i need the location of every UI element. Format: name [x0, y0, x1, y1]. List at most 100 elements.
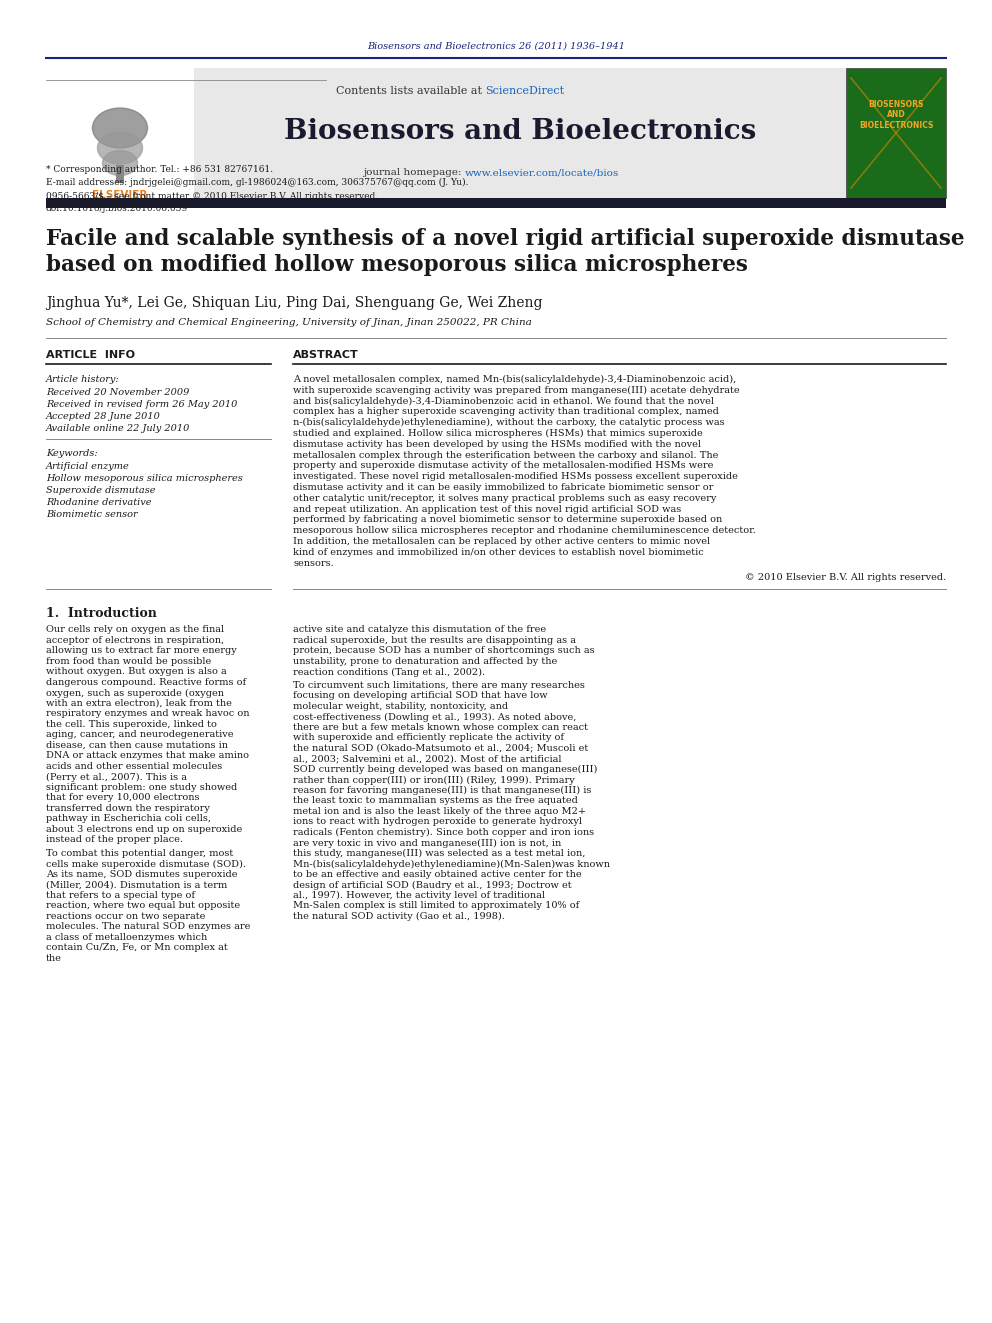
Text: molecules. The natural SOD enzymes are: molecules. The natural SOD enzymes are [46, 922, 250, 931]
Text: SOD currently being developed was based on manganese(III): SOD currently being developed was based … [293, 765, 597, 774]
Text: Contents lists available at: Contents lists available at [335, 86, 485, 97]
Text: respiratory enzymes and wreak havoc on: respiratory enzymes and wreak havoc on [46, 709, 250, 718]
Ellipse shape [97, 132, 143, 164]
Text: Accepted 28 June 2010: Accepted 28 June 2010 [46, 411, 161, 421]
Text: complex has a higher superoxide scavenging activity than traditional complex, na: complex has a higher superoxide scavengi… [293, 407, 719, 417]
Text: (Perry et al., 2007). This is a: (Perry et al., 2007). This is a [46, 773, 187, 782]
Text: dismutase activity and it can be easily immobilized to fabricate biomimetic sens: dismutase activity and it can be easily … [293, 483, 713, 492]
Text: In addition, the metallosalen can be replaced by other active centers to mimic n: In addition, the metallosalen can be rep… [293, 537, 710, 546]
Text: © 2010 Elsevier B.V. All rights reserved.: © 2010 Elsevier B.V. All rights reserved… [745, 573, 946, 582]
Ellipse shape [102, 151, 138, 176]
Text: As its name, SOD dismutes superoxide: As its name, SOD dismutes superoxide [46, 871, 237, 878]
Text: acids and other essential molecules: acids and other essential molecules [46, 762, 222, 771]
Text: Mn-Salen complex is still limited to approximately 10% of: Mn-Salen complex is still limited to app… [293, 901, 579, 910]
Text: active site and catalyze this dismutation of the free: active site and catalyze this dismutatio… [293, 626, 547, 635]
Text: sensors.: sensors. [293, 558, 333, 568]
Text: to be an effective and easily obtained active center for the: to be an effective and easily obtained a… [293, 871, 581, 878]
Text: a class of metalloenzymes which: a class of metalloenzymes which [46, 933, 207, 942]
Text: 0956-5663/$ – see front matter © 2010 Elsevier B.V. All rights reserved.: 0956-5663/$ – see front matter © 2010 El… [46, 192, 378, 201]
Text: allowing us to extract far more energy: allowing us to extract far more energy [46, 647, 237, 655]
Text: radical superoxide, but the results are disappointing as a: radical superoxide, but the results are … [293, 636, 576, 644]
Text: the natural SOD activity (Gao et al., 1998).: the natural SOD activity (Gao et al., 19… [293, 912, 505, 921]
Text: focusing on developing artificial SOD that have low: focusing on developing artificial SOD th… [293, 692, 548, 700]
Text: are very toxic in vivo and manganese(III) ion is not, in: are very toxic in vivo and manganese(III… [293, 839, 561, 848]
Text: A novel metallosalen complex, named Mn-(bis(salicylaldehyde)-3,4-Diaminobenzoic : A novel metallosalen complex, named Mn-(… [293, 374, 736, 384]
Text: the natural SOD (Okado-Matsumoto et al., 2004; Muscoli et: the natural SOD (Okado-Matsumoto et al.,… [293, 744, 588, 753]
Text: Mn-(bis(salicylaldehyde)ethylenediamine)(Mn-Salen)was known: Mn-(bis(salicylaldehyde)ethylenediamine)… [293, 860, 610, 868]
Text: this study, manganese(III) was selected as a test metal ion,: this study, manganese(III) was selected … [293, 849, 585, 859]
Text: radicals (Fenton chemistry). Since both copper and iron ions: radicals (Fenton chemistry). Since both … [293, 828, 594, 837]
Text: reaction conditions (Tang et al., 2002).: reaction conditions (Tang et al., 2002). [293, 667, 485, 676]
Text: ARTICLE  INFO: ARTICLE INFO [46, 351, 135, 360]
Text: Hollow mesoporous silica microspheres: Hollow mesoporous silica microspheres [46, 474, 243, 483]
Text: molecular weight, stability, nontoxicity, and: molecular weight, stability, nontoxicity… [293, 703, 508, 710]
Text: studied and explained. Hollow silica microspheres (HSMs) that mimics superoxide: studied and explained. Hollow silica mic… [293, 429, 702, 438]
Text: al., 1997). However, the activity level of traditional: al., 1997). However, the activity level … [293, 890, 545, 900]
Text: Keywords:: Keywords: [46, 448, 97, 458]
Text: n-(bis(salicylaldehyde)ethylenediamine), without the carboxy, the catalytic proc: n-(bis(salicylaldehyde)ethylenediamine),… [293, 418, 724, 427]
Text: Rhodanine derivative: Rhodanine derivative [46, 497, 152, 507]
Text: reason for favoring manganese(III) is that manganese(III) is: reason for favoring manganese(III) is th… [293, 786, 591, 795]
Text: the cell. This superoxide, linked to: the cell. This superoxide, linked to [46, 720, 217, 729]
Text: pathway in Escherichia coli cells,: pathway in Escherichia coli cells, [46, 815, 211, 823]
Text: Our cells rely on oxygen as the final: Our cells rely on oxygen as the final [46, 626, 224, 635]
Text: oxygen, such as superoxide (oxygen: oxygen, such as superoxide (oxygen [46, 688, 224, 697]
Text: unstability, prone to denaturation and affected by the: unstability, prone to denaturation and a… [293, 658, 558, 665]
Text: that for every 10,000 electrons: that for every 10,000 electrons [46, 794, 199, 803]
Text: without oxygen. But oxygen is also a: without oxygen. But oxygen is also a [46, 667, 227, 676]
Text: BIOSENSORS
AND
BIOELECTRONICS: BIOSENSORS AND BIOELECTRONICS [859, 101, 933, 130]
Text: al., 2003; Salvemini et al., 2002). Most of the artificial: al., 2003; Salvemini et al., 2002). Most… [293, 754, 561, 763]
Text: there are but a few metals known whose complex can react: there are but a few metals known whose c… [293, 722, 588, 732]
Text: School of Chemistry and Chemical Engineering, University of Jinan, Jinan 250022,: School of Chemistry and Chemical Enginee… [46, 318, 532, 327]
Text: and bis(salicylaldehyde)-3,4-Diaminobenzoic acid in ethanol. We found that the n: and bis(salicylaldehyde)-3,4-Diaminobenz… [293, 397, 714, 406]
Text: Facile and scalable synthesis of a novel rigid artificial superoxide dismutase: Facile and scalable synthesis of a novel… [46, 228, 964, 250]
Bar [846, 67, 946, 198]
Text: kind of enzymes and immobilized in/on other devices to establish novel biomimeti: kind of enzymes and immobilized in/on ot… [293, 548, 703, 557]
Text: significant problem: one study showed: significant problem: one study showed [46, 783, 237, 792]
Text: with an extra electron), leak from the: with an extra electron), leak from the [46, 699, 232, 708]
Text: Biosensors and Bioelectronics 26 (2011) 1936–1941: Biosensors and Bioelectronics 26 (2011) … [367, 42, 625, 52]
Text: ABSTRACT: ABSTRACT [293, 351, 359, 360]
Text: Biosensors and Bioelectronics: Biosensors and Bioelectronics [284, 118, 756, 146]
Text: from food than would be possible: from food than would be possible [46, 658, 211, 665]
Text: reactions occur on two separate: reactions occur on two separate [46, 912, 205, 921]
Text: the least toxic to mammalian systems as the free aquated: the least toxic to mammalian systems as … [293, 796, 578, 806]
Text: To circumvent such limitations, there are many researches: To circumvent such limitations, there ar… [293, 681, 585, 689]
Text: Article history:: Article history: [46, 374, 120, 384]
Text: contain Cu/Zn, Fe, or Mn complex at: contain Cu/Zn, Fe, or Mn complex at [46, 943, 228, 953]
Text: the: the [46, 954, 62, 963]
Text: metallosalen complex through the esterification between the carboxy and silanol.: metallosalen complex through the esterif… [293, 451, 718, 459]
Text: acceptor of electrons in respiration,: acceptor of electrons in respiration, [46, 636, 224, 644]
Text: other catalytic unit/receptor, it solves many practical problems such as easy re: other catalytic unit/receptor, it solves… [293, 493, 716, 503]
Text: cells make superoxide dismutase (SOD).: cells make superoxide dismutase (SOD). [46, 860, 246, 868]
Text: based on modified hollow mesoporous silica microspheres: based on modified hollow mesoporous sili… [46, 254, 748, 277]
Text: rather than copper(III) or iron(III) (Riley, 1999). Primary: rather than copper(III) or iron(III) (Ri… [293, 775, 574, 785]
Bar [116, 165, 124, 183]
Text: and repeat utilization. An application test of this novel rigid artificial SOD w: and repeat utilization. An application t… [293, 504, 682, 513]
Text: protein, because SOD has a number of shortcomings such as: protein, because SOD has a number of sho… [293, 647, 594, 655]
Text: Available online 22 July 2010: Available online 22 July 2010 [46, 423, 190, 433]
Text: 1.  Introduction: 1. Introduction [46, 607, 157, 620]
Text: Received in revised form 26 May 2010: Received in revised form 26 May 2010 [46, 400, 237, 409]
Text: ScienceDirect: ScienceDirect [485, 86, 564, 97]
Text: To combat this potential danger, most: To combat this potential danger, most [46, 849, 233, 857]
Text: performed by fabricating a novel biomimetic sensor to determine superoxide based: performed by fabricating a novel biomime… [293, 516, 722, 524]
Text: that refers to a special type of: that refers to a special type of [46, 890, 195, 900]
Text: transferred down the respiratory: transferred down the respiratory [46, 804, 210, 812]
Text: aging, cancer, and neurodegenerative: aging, cancer, and neurodegenerative [46, 730, 233, 740]
Text: www.elsevier.com/locate/bios: www.elsevier.com/locate/bios [465, 168, 619, 177]
Text: doi:10.1016/j.bios.2010.06.059: doi:10.1016/j.bios.2010.06.059 [46, 204, 188, 213]
Text: disease, can then cause mutations in: disease, can then cause mutations in [46, 741, 228, 750]
Text: DNA or attack enzymes that make amino: DNA or attack enzymes that make amino [46, 751, 249, 761]
Text: design of artificial SOD (Baudry et al., 1993; Doctrow et: design of artificial SOD (Baudry et al.,… [293, 880, 571, 889]
Text: * Corresponding author. Tel.: +86 531 82767161.: * Corresponding author. Tel.: +86 531 82… [46, 165, 273, 175]
Text: instead of the proper place.: instead of the proper place. [46, 835, 183, 844]
Text: cost-effectiveness (Dowling et al., 1993). As noted above,: cost-effectiveness (Dowling et al., 1993… [293, 712, 576, 721]
Text: metal ion and is also the least likely of the three aquo M2+: metal ion and is also the least likely o… [293, 807, 586, 816]
Text: Jinghua Yu*, Lei Ge, Shiquan Liu, Ping Dai, Shenguang Ge, Wei Zheng: Jinghua Yu*, Lei Ge, Shiquan Liu, Ping D… [46, 296, 543, 310]
Text: ELSEVIER: ELSEVIER [92, 191, 148, 200]
Text: (Miller, 2004). Dismutation is a term: (Miller, 2004). Dismutation is a term [46, 880, 227, 889]
Text: dismutase activity has been developed by using the HSMs modified with the novel: dismutase activity has been developed by… [293, 439, 701, 448]
Text: investigated. These novel rigid metallosalen-modified HSMs possess excellent sup: investigated. These novel rigid metallos… [293, 472, 738, 482]
Text: dangerous compound. Reactive forms of: dangerous compound. Reactive forms of [46, 677, 246, 687]
